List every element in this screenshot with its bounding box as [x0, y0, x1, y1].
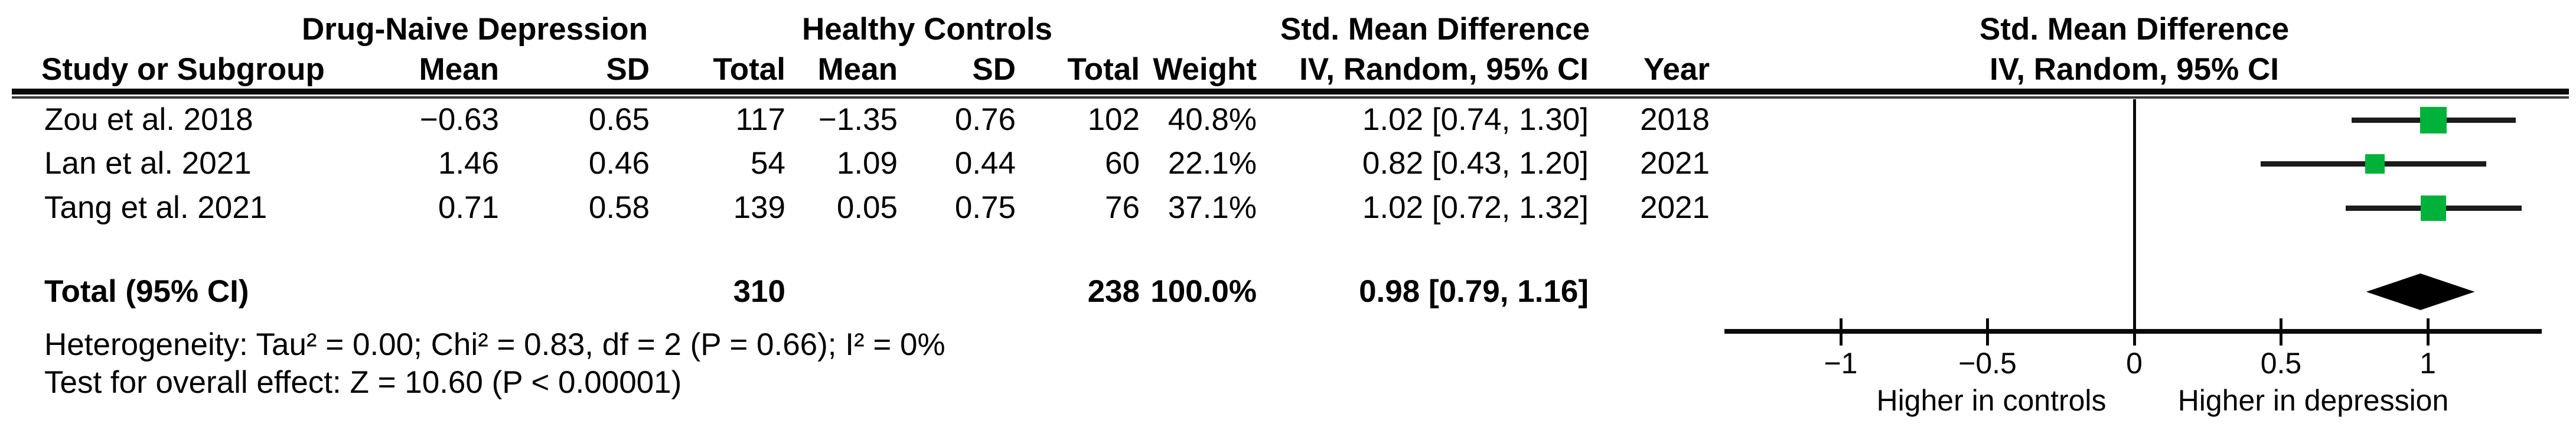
- summary-diamond: [2366, 273, 2475, 310]
- axis-tick-label: −0.5: [1958, 347, 2017, 380]
- effect-size-square: [2365, 154, 2385, 174]
- total-n-experimental: 310: [733, 274, 785, 309]
- total1-value: 117: [735, 102, 786, 137]
- axis-tick: [2426, 318, 2430, 346]
- axis-tick: [2132, 318, 2136, 346]
- mean2-value: −1.35: [818, 102, 898, 137]
- ci-value: 1.02 [0.72, 1.32]: [1362, 190, 1589, 225]
- ci-value: 0.82 [0.43, 1.20]: [1362, 146, 1589, 181]
- sd2-value: 0.75: [954, 190, 1016, 225]
- col-header-weight: Weight: [1153, 52, 1257, 87]
- ci-value: 1.02 [0.74, 1.30]: [1362, 102, 1589, 137]
- total2-value: 76: [1105, 190, 1140, 225]
- mean1-value: −0.63: [419, 102, 499, 137]
- col-header-year: Year: [1643, 52, 1710, 87]
- overall-effect-text: Test for overall effect: Z = 10.60 (P < …: [44, 365, 682, 400]
- mean1-value: 0.71: [438, 190, 499, 225]
- axis-tick-label: 0: [2126, 347, 2143, 380]
- col-header-ci: IV, Random, 95% CI: [1299, 52, 1589, 87]
- total2-value: 60: [1105, 146, 1140, 181]
- sd2-value: 0.76: [954, 102, 1016, 137]
- axis-tick: [1986, 318, 1989, 346]
- total-ci: 0.98 [0.79, 1.16]: [1359, 274, 1589, 309]
- study-name: Tang et al. 2021: [44, 190, 268, 225]
- total-n-control: 238: [1087, 274, 1140, 309]
- mean2-value: 1.09: [836, 146, 898, 181]
- axis-tick-label: −1: [1824, 347, 1858, 380]
- group-header-experimental: Drug-Naive Depression: [301, 12, 648, 47]
- effect-size-square: [2421, 195, 2447, 221]
- header-separator-thin: [12, 96, 2569, 99]
- favours-left-label: Higher in controls: [1876, 384, 2107, 417]
- group-header-control: Healthy Controls: [801, 12, 1053, 47]
- total-weight: 100.0%: [1150, 274, 1257, 309]
- effect-header-left: Std. Mean Difference: [1280, 12, 1590, 47]
- effect-header-right: Std. Mean Difference: [1979, 12, 2290, 47]
- col-header-mean2: Mean: [817, 52, 898, 87]
- year-value: 2021: [1640, 146, 1710, 181]
- mean2-value: 0.05: [836, 190, 898, 225]
- sd1-value: 0.65: [588, 102, 650, 137]
- mean1-value: 1.46: [438, 146, 499, 181]
- total1-value: 54: [751, 146, 785, 181]
- study-name: Lan et al. 2021: [44, 146, 252, 181]
- col-header-ci-plot: IV, Random, 95% CI: [1990, 52, 2279, 87]
- weight-value: 22.1%: [1168, 146, 1257, 181]
- axis-tick-label: 0.5: [2260, 347, 2302, 380]
- header-separator-thick: [12, 89, 2569, 95]
- sd1-value: 0.58: [588, 190, 650, 225]
- col-header-study: Study or Subgroup: [41, 52, 325, 87]
- axis-tick-label: 1: [2420, 347, 2436, 380]
- weight-value: 40.8%: [1168, 102, 1257, 137]
- year-value: 2018: [1640, 102, 1710, 137]
- zero-effect-line: [2132, 99, 2136, 331]
- col-header-sd1: SD: [606, 52, 650, 87]
- effect-size-square: [2420, 106, 2447, 133]
- col-header-total2: Total: [1067, 52, 1140, 87]
- sd1-value: 0.46: [588, 146, 650, 181]
- total2-value: 102: [1087, 102, 1140, 137]
- weight-value: 37.1%: [1168, 190, 1257, 225]
- axis-tick: [1839, 318, 1843, 346]
- study-name: Zou et al. 2018: [44, 102, 253, 137]
- col-header-total1: Total: [713, 52, 785, 87]
- col-header-mean1: Mean: [419, 52, 499, 87]
- axis-tick: [2280, 318, 2282, 346]
- col-header-sd2: SD: [972, 52, 1016, 87]
- year-value: 2021: [1640, 190, 1710, 225]
- total1-value: 139: [733, 190, 785, 225]
- sd2-value: 0.44: [954, 146, 1016, 181]
- favours-right-label: Higher in depression: [2177, 384, 2449, 417]
- heterogeneity-text: Heterogeneity: Tau² = 0.00; Chi² = 0.83,…: [44, 327, 945, 362]
- total-label: Total (95% CI): [44, 274, 249, 309]
